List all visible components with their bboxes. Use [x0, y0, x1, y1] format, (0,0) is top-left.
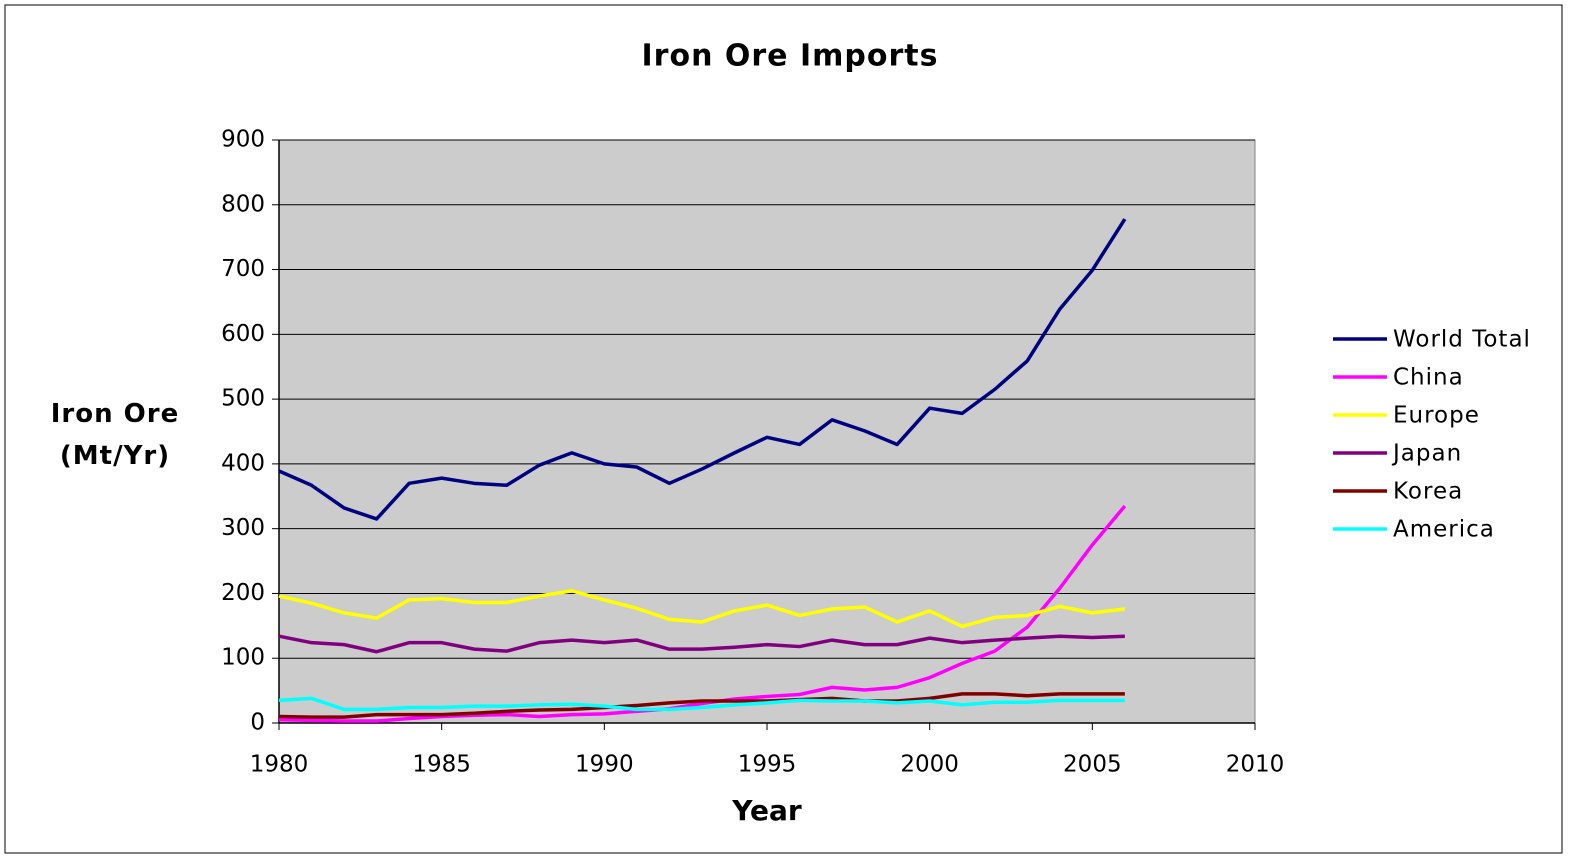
y-axis-label: Iron Ore (Mt/Yr): [50, 399, 180, 471]
y-tick-label: 900: [221, 127, 265, 153]
y-tick-label: 500: [221, 386, 265, 412]
y-tick-label: 400: [221, 450, 265, 476]
series-line: [278, 589, 1126, 629]
y-tick-label: 600: [221, 321, 265, 347]
x-tick-label: 2005: [1063, 752, 1122, 778]
series-line: [278, 504, 1127, 723]
series-line: [278, 634, 1125, 654]
legend-label: China: [1393, 365, 1464, 391]
y-tick-label: 700: [221, 256, 265, 282]
x-tick-label: 1980: [250, 752, 309, 778]
legend-label: Japan: [1391, 441, 1462, 467]
x-axis-label: Year: [731, 794, 802, 827]
plot-area: [278, 139, 1256, 724]
legend-label: Europe: [1393, 403, 1480, 429]
legend-label: America: [1393, 517, 1495, 543]
legend-label: Korea: [1393, 479, 1463, 505]
y-tick-label: 300: [221, 515, 265, 541]
y-tick-label: 0: [250, 710, 265, 736]
x-tick-label: 1985: [412, 752, 471, 778]
series-line: [278, 218, 1127, 521]
legend-label: World Total: [1393, 327, 1531, 353]
x-tick-label: 1990: [575, 752, 634, 778]
y-tick-label: 100: [221, 645, 265, 671]
x-tick-label: 2010: [1226, 752, 1285, 778]
chart-title: Iron Ore Imports: [642, 39, 939, 74]
x-tick-label: 2000: [900, 752, 959, 778]
y-tick-label: 200: [221, 580, 265, 606]
series-line: [278, 696, 1125, 712]
y-tick-label: 800: [221, 191, 265, 217]
x-tick-label: 1995: [738, 752, 797, 778]
series-line: [278, 692, 1125, 719]
